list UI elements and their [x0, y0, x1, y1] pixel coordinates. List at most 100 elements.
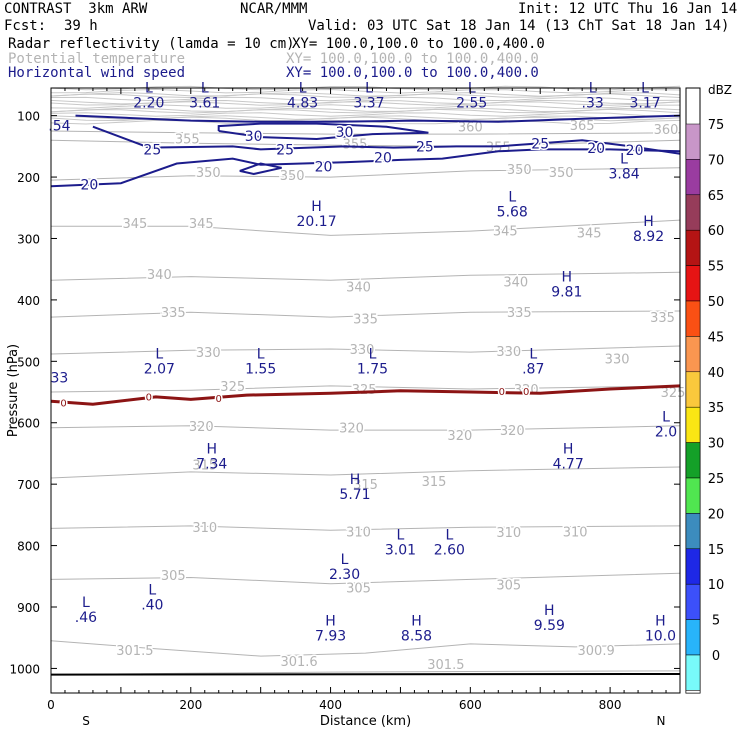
extremum-value: 2.20	[133, 95, 164, 111]
extremum-value: 2.55	[456, 95, 487, 111]
colorbar-swatch	[685, 442, 701, 479]
theta-label: 320	[189, 420, 214, 435]
wind-contour-30	[217, 122, 429, 141]
extremum-value: 2.30	[329, 567, 360, 583]
wind-label: 30	[245, 129, 263, 145]
theta-label: 355	[175, 132, 200, 147]
theta-contour-355	[50, 139, 681, 147]
theta-label: 325	[352, 383, 377, 398]
extremum-value: 10.0	[645, 628, 676, 644]
colorbar-label: 35	[708, 401, 725, 416]
colorbar-label: 0	[712, 649, 720, 664]
zero-contour	[50, 384, 681, 406]
fcst-label: Fcst:	[4, 18, 47, 34]
wind-contour-25	[92, 125, 681, 155]
colorbar-label: 5	[712, 614, 720, 629]
theta-upper-contour	[50, 88, 681, 94]
x-axis-title: Distance (km)	[320, 714, 411, 729]
theta-label: 300.9	[578, 644, 615, 659]
extremum-letter: L	[662, 410, 670, 426]
theta-label: 360	[654, 123, 679, 138]
theta-label: 335	[507, 306, 532, 321]
theta-label: 305	[161, 569, 186, 584]
wind-label: 25	[531, 136, 549, 152]
theta-contour-325	[50, 385, 681, 393]
zero-label: 0	[523, 387, 529, 398]
theta-label: 310	[496, 526, 521, 541]
y-axis-title: Pressure (hPa)	[6, 344, 21, 437]
x-tick-label: 800	[599, 698, 622, 712]
colorbar-label: 75	[708, 118, 725, 133]
extremum-letter: L	[445, 527, 453, 543]
wind-contour-20	[50, 148, 681, 188]
y-tick-label: 1000	[9, 662, 40, 676]
colorbar-label: 55	[708, 260, 725, 275]
wind-label: 25	[143, 142, 161, 158]
theta-upper-contour	[50, 85, 681, 91]
wind-label: 20	[315, 160, 333, 176]
theta-contour-310	[50, 525, 681, 531]
theta-label: 335	[353, 312, 378, 327]
zero-label: 0	[60, 398, 66, 409]
theta-label: 325	[661, 386, 686, 401]
colorbar-swatch	[685, 477, 701, 514]
endpoint-left: S	[82, 714, 90, 728]
extremum-value: 5.71	[339, 487, 370, 503]
colorbar-swatch	[685, 229, 701, 266]
colorbar-swatch	[685, 159, 701, 196]
extremum-value: 9.59	[534, 618, 565, 634]
extremum-value: .54	[48, 119, 70, 135]
extremum-value: 2.60	[434, 542, 465, 558]
theta-contour-350	[50, 167, 681, 181]
extremum-letter: H	[563, 441, 574, 457]
theta-upper-contour	[50, 108, 681, 114]
theta-label: 340	[147, 268, 172, 283]
theta-label: 340	[503, 275, 528, 290]
model-title: CONTRAST 3km ARW	[4, 1, 148, 17]
extremum-letter: L	[155, 346, 163, 362]
y-tick-label: 900	[17, 601, 40, 615]
colorbar-swatch	[685, 406, 701, 443]
wind-label: 20	[587, 141, 605, 157]
x-tick-label: 400	[319, 698, 342, 712]
extremum-letter: L	[529, 346, 537, 362]
extremum-value: 8.58	[401, 628, 432, 644]
x-tick-label: 600	[459, 698, 482, 712]
theta-contour-305	[50, 572, 681, 585]
extremum-letter: L	[397, 527, 405, 543]
theta-label: 345	[577, 226, 602, 241]
extremum-value: 5.68	[497, 205, 528, 221]
extremum-letter: H	[311, 199, 322, 215]
wind-contours: 30 30 25 25 25 25 20 20 20 20 20	[50, 114, 681, 195]
extremum-value: 3.61	[189, 95, 220, 111]
extremum-letter: L	[257, 346, 265, 362]
theta-contour-301.5	[50, 640, 681, 657]
theta-label: 305	[346, 581, 371, 596]
theta-label: 320	[500, 424, 525, 439]
extremum-value: 9.81	[551, 284, 582, 300]
valid-time: Valid: 03 UTC Sat 18 Jan 14 (13 ChT Sat …	[308, 18, 730, 34]
theta-label: 330	[496, 345, 521, 360]
zero-label: 0	[146, 392, 152, 403]
theta-label: 315	[192, 459, 217, 474]
theta-contour-335	[50, 310, 681, 318]
y-tick-label: 800	[17, 540, 40, 554]
extremum-value: .87	[522, 361, 544, 377]
extremum-letter: H	[655, 613, 666, 629]
wind-contour-30	[75, 114, 681, 123]
colorbar-swatch	[685, 513, 701, 550]
wind-label: 20	[626, 143, 644, 159]
extremum-letter: H	[544, 603, 555, 619]
extremum-letter: H	[325, 613, 336, 629]
theta-label: 310	[192, 521, 217, 536]
field-xy-theta: XY= 100.0,100.0 to 100.0,400.0	[286, 51, 539, 67]
extremum-letter: H	[411, 613, 422, 629]
extremum-value: .46	[75, 610, 97, 626]
extremum-value: 3.17	[629, 95, 660, 111]
extremum-value: 3.37	[353, 95, 384, 111]
wind-label: 20	[81, 177, 99, 193]
colorbar-label: 20	[708, 507, 725, 522]
extremum-value: .40	[141, 598, 163, 614]
